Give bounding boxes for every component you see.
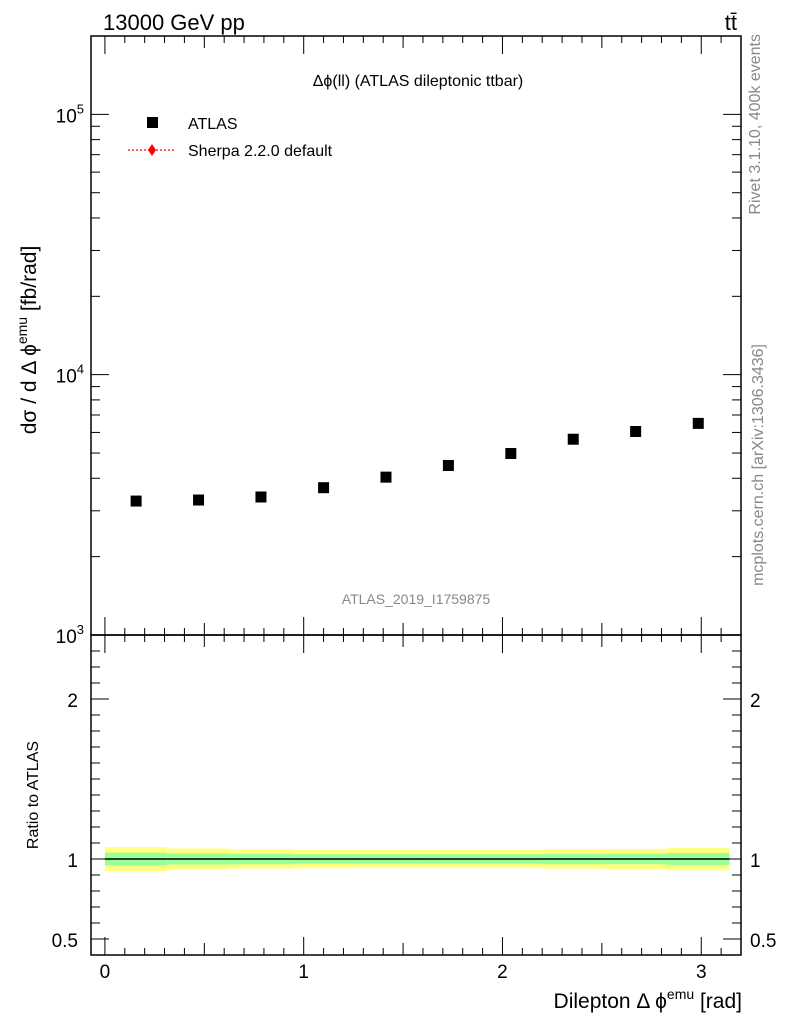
header-right: tt̄ bbox=[725, 10, 737, 35]
ratio-y-tick-label-right: 2 bbox=[750, 691, 761, 712]
legend-marker-sherpa bbox=[148, 144, 156, 156]
x-tick-label: 2 bbox=[497, 962, 508, 983]
data-points bbox=[130, 417, 704, 507]
data-point bbox=[505, 447, 517, 459]
data-point bbox=[193, 494, 205, 506]
ratio-y-tick-label-left: 2 bbox=[67, 691, 78, 712]
x-axis-label: Dilepton Δ ϕemu [rad] bbox=[554, 986, 742, 1013]
x-tick-label: 0 bbox=[100, 962, 111, 983]
main-x-ticks bbox=[104, 36, 742, 635]
data-point bbox=[692, 417, 704, 429]
mcplots-reference-text: mcplots.cern.ch [arXiv:1306.3436] bbox=[750, 344, 767, 586]
ratio-y-tick-label-left: 1 bbox=[67, 851, 78, 872]
main-y-tick-label: 104 bbox=[56, 362, 84, 388]
ratio-y-tick-label-right: 0.5 bbox=[750, 931, 776, 952]
x-tick-label: 3 bbox=[696, 962, 707, 983]
rivet-version-text: Rivet 3.1.10, 400k events bbox=[747, 34, 764, 215]
data-point bbox=[630, 425, 642, 437]
ratio-panel: 0.5 0.5 1 1 2 2 0 1 2 3 Ratio to ATLAS Dilepton … bbox=[25, 634, 776, 1013]
legend-label-sherpa: Sherpa 2.2.0 default bbox=[188, 143, 333, 160]
data-point bbox=[130, 495, 142, 507]
legend-marker-atlas bbox=[147, 117, 158, 128]
ratio-x-ticks: 0 1 2 3 bbox=[100, 635, 742, 983]
ratio-y-axis-label: Ratio to ATLAS bbox=[25, 741, 42, 849]
legend-label-atlas: ATLAS bbox=[188, 116, 238, 133]
analysis-watermark: ATLAS_2019_I1759875 bbox=[342, 591, 491, 607]
data-point bbox=[567, 433, 579, 445]
data-point bbox=[318, 482, 330, 494]
ratio-y-tick-label-left: 0.5 bbox=[52, 931, 78, 952]
legend: ATLAS Sherpa 2.2.0 default bbox=[128, 116, 333, 160]
ratio-y-ticks: 0.5 0.5 1 1 2 2 bbox=[52, 634, 776, 956]
header-left: 13000 GeV pp bbox=[103, 10, 245, 35]
data-point bbox=[255, 491, 267, 503]
main-y-ticks: 103 104 105 bbox=[56, 35, 741, 648]
data-point bbox=[380, 471, 392, 483]
main-y-axis-label: dσ / d Δ ϕemu [fb/rad] bbox=[14, 246, 41, 435]
data-point bbox=[442, 459, 454, 471]
ratio-y-tick-label-right: 1 bbox=[750, 851, 761, 872]
main-y-tick-label: 103 bbox=[56, 622, 84, 648]
main-y-tick-label: 105 bbox=[56, 101, 84, 127]
x-tick-label: 1 bbox=[298, 962, 309, 983]
main-panel: 103 104 105 Δϕ(ll) (ATLAS dileptonic ttbar… bbox=[14, 35, 742, 648]
ratio-frame bbox=[90, 634, 742, 956]
main-title: Δϕ(ll) (ATLAS dileptonic ttbar) bbox=[313, 73, 524, 90]
